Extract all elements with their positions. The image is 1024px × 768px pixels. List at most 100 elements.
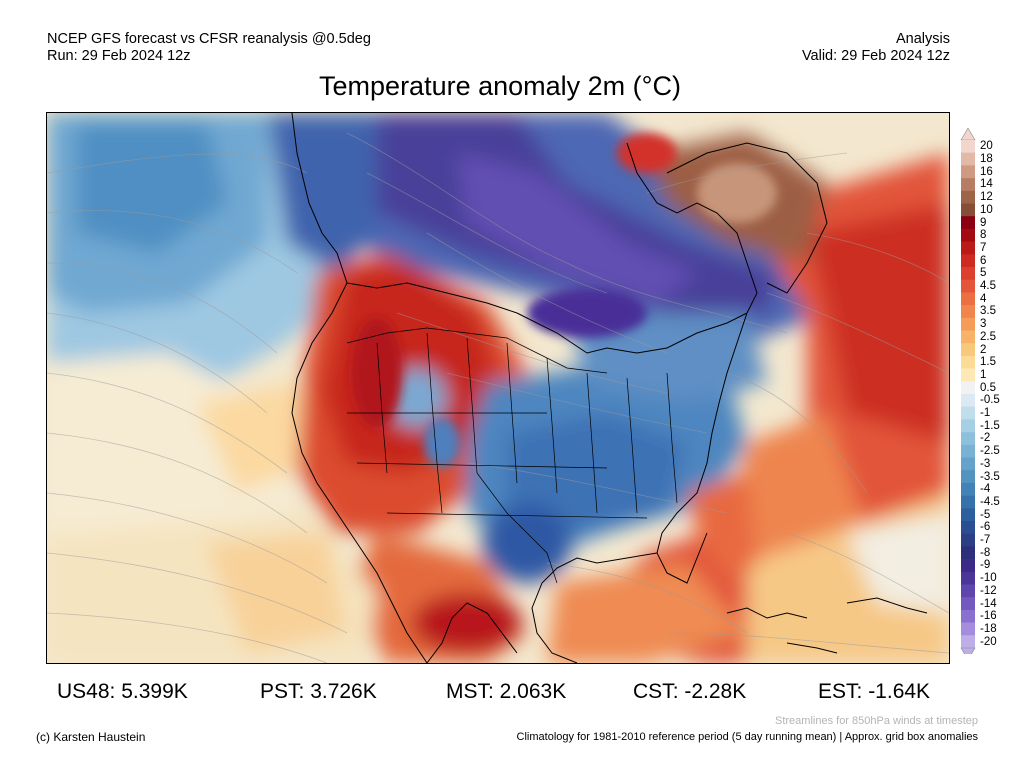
colorbar-label: 4.5 — [980, 280, 996, 293]
colorbar-segment — [961, 152, 975, 166]
colorbar-label: -8 — [980, 546, 991, 559]
colorbar-segment — [961, 203, 975, 217]
colorbar-segment — [961, 508, 975, 522]
colorbar-segment — [961, 622, 975, 636]
colorbar-segment — [961, 292, 975, 306]
colorbar-label: -5 — [980, 508, 991, 521]
colorbar-segment — [961, 355, 975, 369]
colorbar-segment — [961, 584, 975, 598]
colorbar-label: 20 — [980, 140, 993, 153]
colorbar-label: -12 — [980, 584, 997, 597]
stat-region: MST — [446, 680, 488, 703]
temperature-anomaly-map — [46, 112, 950, 664]
header-left: NCEP GFS forecast vs CFSR reanalysis @0.… — [47, 31, 371, 65]
colorbar-label: 8 — [980, 229, 987, 242]
copyright: (c) Karsten Haustein — [36, 730, 146, 744]
stat-value: 2.063K — [499, 680, 567, 703]
stat-region: PST — [260, 680, 299, 703]
colorbar-label: 16 — [980, 165, 993, 178]
colorbar-label: -1 — [980, 407, 991, 420]
colorbar-segment — [961, 165, 975, 179]
colorbar-label: -10 — [980, 572, 997, 585]
colorbar-segment — [961, 279, 975, 293]
map-canvas — [47, 113, 949, 663]
colorbar-segment — [961, 241, 975, 255]
analysis-type-line: Analysis — [896, 31, 950, 47]
colorbar-label: 14 — [980, 178, 993, 191]
colorbar-segment — [961, 228, 975, 242]
colorbar-segment — [961, 178, 975, 192]
colorbar-segment — [961, 140, 975, 153]
colorbar-segment — [961, 419, 975, 433]
colorbar-segment — [961, 571, 975, 585]
valid-line: Valid: 29 Feb 2024 12z — [801, 48, 950, 64]
colorbar-label: -20 — [980, 635, 997, 648]
stat-region: US48 — [57, 680, 110, 703]
colorbar-segment — [961, 546, 975, 560]
run-line: Run: 29 Feb 2024 12z — [47, 48, 191, 64]
colorbar-segment — [961, 470, 975, 484]
colorbar-label: -14 — [980, 597, 997, 610]
colorbar-segment — [961, 343, 975, 357]
colorbar-label: -7 — [980, 534, 991, 547]
model-line: NCEP GFS forecast vs CFSR reanalysis @0.… — [47, 31, 371, 47]
climatology-note: Climatology for 1981-2010 reference peri… — [516, 731, 978, 743]
colorbar-segment — [961, 394, 975, 407]
colorbar-label: 7 — [980, 241, 987, 254]
stat-value: 5.399K — [121, 680, 188, 703]
stat-pst: PST: 3.726K — [260, 680, 377, 703]
colorbar-label: 1.5 — [980, 356, 996, 369]
colorbar-label: -6 — [980, 521, 991, 534]
colorbar-segment — [961, 190, 975, 204]
map-title: Temperature anomaly 2m (°C) — [319, 71, 681, 101]
colorbar-segment — [961, 482, 975, 496]
stat-region: EST — [818, 680, 857, 703]
colorbar-segment — [961, 635, 975, 649]
colorbar-label: -4 — [980, 483, 991, 496]
colorbar-segment — [961, 432, 975, 446]
colorbar-segment — [961, 457, 975, 471]
colorbar-segment — [961, 559, 975, 573]
colorbar-segment — [961, 533, 975, 547]
colorbar-label: -1.5 — [980, 419, 1000, 432]
colorbar-label: -2.5 — [980, 445, 1000, 458]
stat-cst: CST: -2.28K — [633, 680, 747, 703]
colorbar-label: -4.5 — [980, 495, 1000, 508]
stat-us48: US48: 5.399K — [57, 680, 188, 703]
colorbar-label: -16 — [980, 610, 997, 623]
regional-stats: US48: 5.399K PST: 3.726K MST: 2.063K CST… — [0, 680, 1024, 704]
colorbar-segment — [961, 444, 975, 458]
colorbar-segment — [961, 267, 975, 280]
colorbar-segment — [961, 495, 975, 509]
colorbar-segment — [961, 317, 975, 331]
colorbar-segment — [961, 597, 975, 611]
header-right: Analysis Valid: 29 Feb 2024 12z — [802, 31, 950, 65]
colorbar-segment — [961, 305, 975, 319]
colorbar-overflow-top — [960, 128, 976, 141]
colorbar-label: 5 — [980, 267, 987, 280]
colorbar-label: -9 — [980, 559, 991, 572]
coastlines — [291, 113, 928, 663]
colorbar-label: -2 — [980, 432, 991, 445]
colorbar-segment — [961, 406, 975, 420]
colorbar-label: 6 — [980, 254, 987, 267]
anomaly-detail — [352, 133, 777, 468]
colorbar-label: 10 — [980, 203, 993, 216]
stat-value: -1.64K — [868, 680, 931, 703]
stat-region: CST — [633, 680, 673, 703]
colorbar-label: 18 — [980, 153, 993, 166]
colorbar-segment — [961, 609, 975, 623]
colorbar-label: -0.5 — [980, 394, 1000, 407]
colorbar-label: 0.5 — [980, 381, 996, 394]
streamline-note: Streamlines for 850hPa winds at timestep — [775, 715, 978, 727]
colorbar-segment — [961, 381, 975, 395]
colorbar-label: 3 — [980, 318, 987, 331]
colorbar-label: 9 — [980, 216, 987, 229]
colorbar-label: -3.5 — [980, 470, 1000, 483]
colorbar — [960, 128, 976, 654]
stat-est: EST: -1.64K — [818, 680, 931, 703]
colorbar-label: 3.5 — [980, 305, 996, 318]
stat-mst: MST: 2.063K — [446, 680, 567, 703]
colorbar-label: -3 — [980, 457, 991, 470]
colorbar-label: -18 — [980, 622, 997, 635]
